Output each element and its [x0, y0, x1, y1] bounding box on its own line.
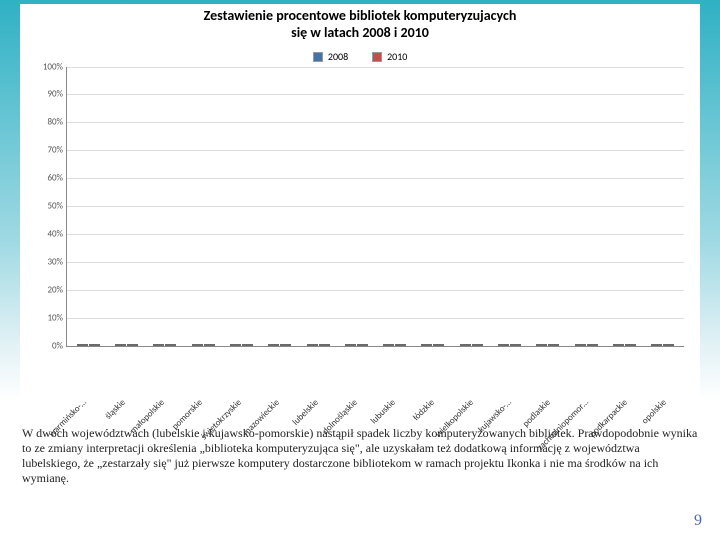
chart-title-line1: Zestawienie procentowe bibliotek kompute… [204, 7, 517, 24]
bar-2010 [165, 344, 176, 346]
bar-2010 [472, 344, 483, 346]
y-tick-label: 40% [33, 228, 63, 239]
y-tick-label: 10% [33, 312, 63, 323]
gridline [67, 262, 684, 263]
bar-group [529, 344, 567, 346]
bar-group [184, 344, 222, 346]
y-tick-label: 90% [33, 89, 63, 100]
bar-group [107, 344, 145, 346]
bar-2008 [383, 344, 394, 346]
chart-title: Zestawienie procentowe bibliotek kompute… [28, 8, 692, 42]
legend-item-2010: 2010 [372, 50, 408, 63]
bar-2010 [587, 344, 598, 346]
bar-group [644, 344, 682, 346]
bar-2008 [268, 344, 279, 346]
legend-label-2010: 2010 [387, 50, 407, 63]
bar-2008 [460, 344, 471, 346]
bar-group [490, 344, 528, 346]
gridline [67, 318, 684, 319]
x-tick-label: śląskie [103, 397, 128, 422]
chart-x-labels: warmińsko-…śląskiemałopolskiepomorskieśw… [66, 347, 684, 417]
gridline [67, 94, 684, 95]
y-tick-label: 80% [33, 117, 63, 128]
gridline [67, 290, 684, 291]
bar-2008 [77, 344, 88, 346]
bar-2010 [510, 344, 521, 346]
gridline [67, 67, 684, 68]
y-tick-label: 50% [33, 201, 63, 212]
page-number: 9 [694, 512, 702, 530]
x-tick-label: lubuskie [369, 397, 398, 426]
x-tick-label: łódzkie [411, 397, 437, 423]
gridline [67, 206, 684, 207]
bar-2008 [421, 344, 432, 346]
y-tick-label: 30% [33, 256, 63, 267]
gridline [67, 234, 684, 235]
bar-2008 [192, 344, 203, 346]
bar-2010 [127, 344, 138, 346]
bar-2008 [575, 344, 586, 346]
chart-container: Zestawienie procentowe bibliotek kompute… [20, 4, 700, 414]
bar-group [222, 344, 260, 346]
legend-swatch-2010 [372, 52, 382, 62]
bar-2010 [242, 344, 253, 346]
bar-2010 [548, 344, 559, 346]
bar-group [261, 344, 299, 346]
legend-label-2008: 2008 [328, 50, 348, 63]
bar-2010 [204, 344, 215, 346]
chart-legend: 2008 2010 [28, 46, 692, 65]
bar-2010 [89, 344, 100, 346]
bar-group [376, 344, 414, 346]
bar-2008 [307, 344, 318, 346]
bar-2010 [319, 344, 330, 346]
y-tick-label: 20% [33, 284, 63, 295]
bar-group [605, 344, 643, 346]
y-tick-label: 70% [33, 145, 63, 156]
gridline [67, 150, 684, 151]
bar-2008 [498, 344, 509, 346]
bar-2008 [345, 344, 356, 346]
bar-2008 [651, 344, 662, 346]
bar-2008 [613, 344, 624, 346]
bar-group [299, 344, 337, 346]
bar-2010 [663, 344, 674, 346]
bar-group [69, 344, 107, 346]
bar-2010 [395, 344, 406, 346]
bar-2008 [230, 344, 241, 346]
y-tick-label: 0% [33, 340, 63, 351]
caption-text: W dwóch województwach (lubelskie i kujaw… [22, 426, 698, 486]
bar-2010 [433, 344, 444, 346]
x-tick-label: opolskie [639, 397, 668, 426]
y-tick-label: 60% [33, 173, 63, 184]
y-tick-label: 100% [33, 61, 63, 72]
bar-group [414, 344, 452, 346]
bar-2010 [280, 344, 291, 346]
chart-title-line2: się w latach 2008 i 2010 [291, 24, 429, 41]
legend-item-2008: 2008 [313, 50, 349, 63]
bar-group [337, 344, 375, 346]
legend-swatch-2008 [313, 52, 323, 62]
gridline [67, 178, 684, 179]
bar-2008 [115, 344, 126, 346]
chart-plot-area: 0%10%20%30%40%50%60%70%80%90%100% [66, 67, 684, 347]
gridline [67, 122, 684, 123]
bar-group [452, 344, 490, 346]
bar-group [567, 344, 605, 346]
bar-2008 [536, 344, 547, 346]
bar-group [146, 344, 184, 346]
bar-2008 [153, 344, 164, 346]
bar-2010 [357, 344, 368, 346]
bar-2010 [625, 344, 636, 346]
x-tick-label: lubelskie [290, 397, 321, 428]
x-tick-label: podlaskie [520, 397, 552, 429]
